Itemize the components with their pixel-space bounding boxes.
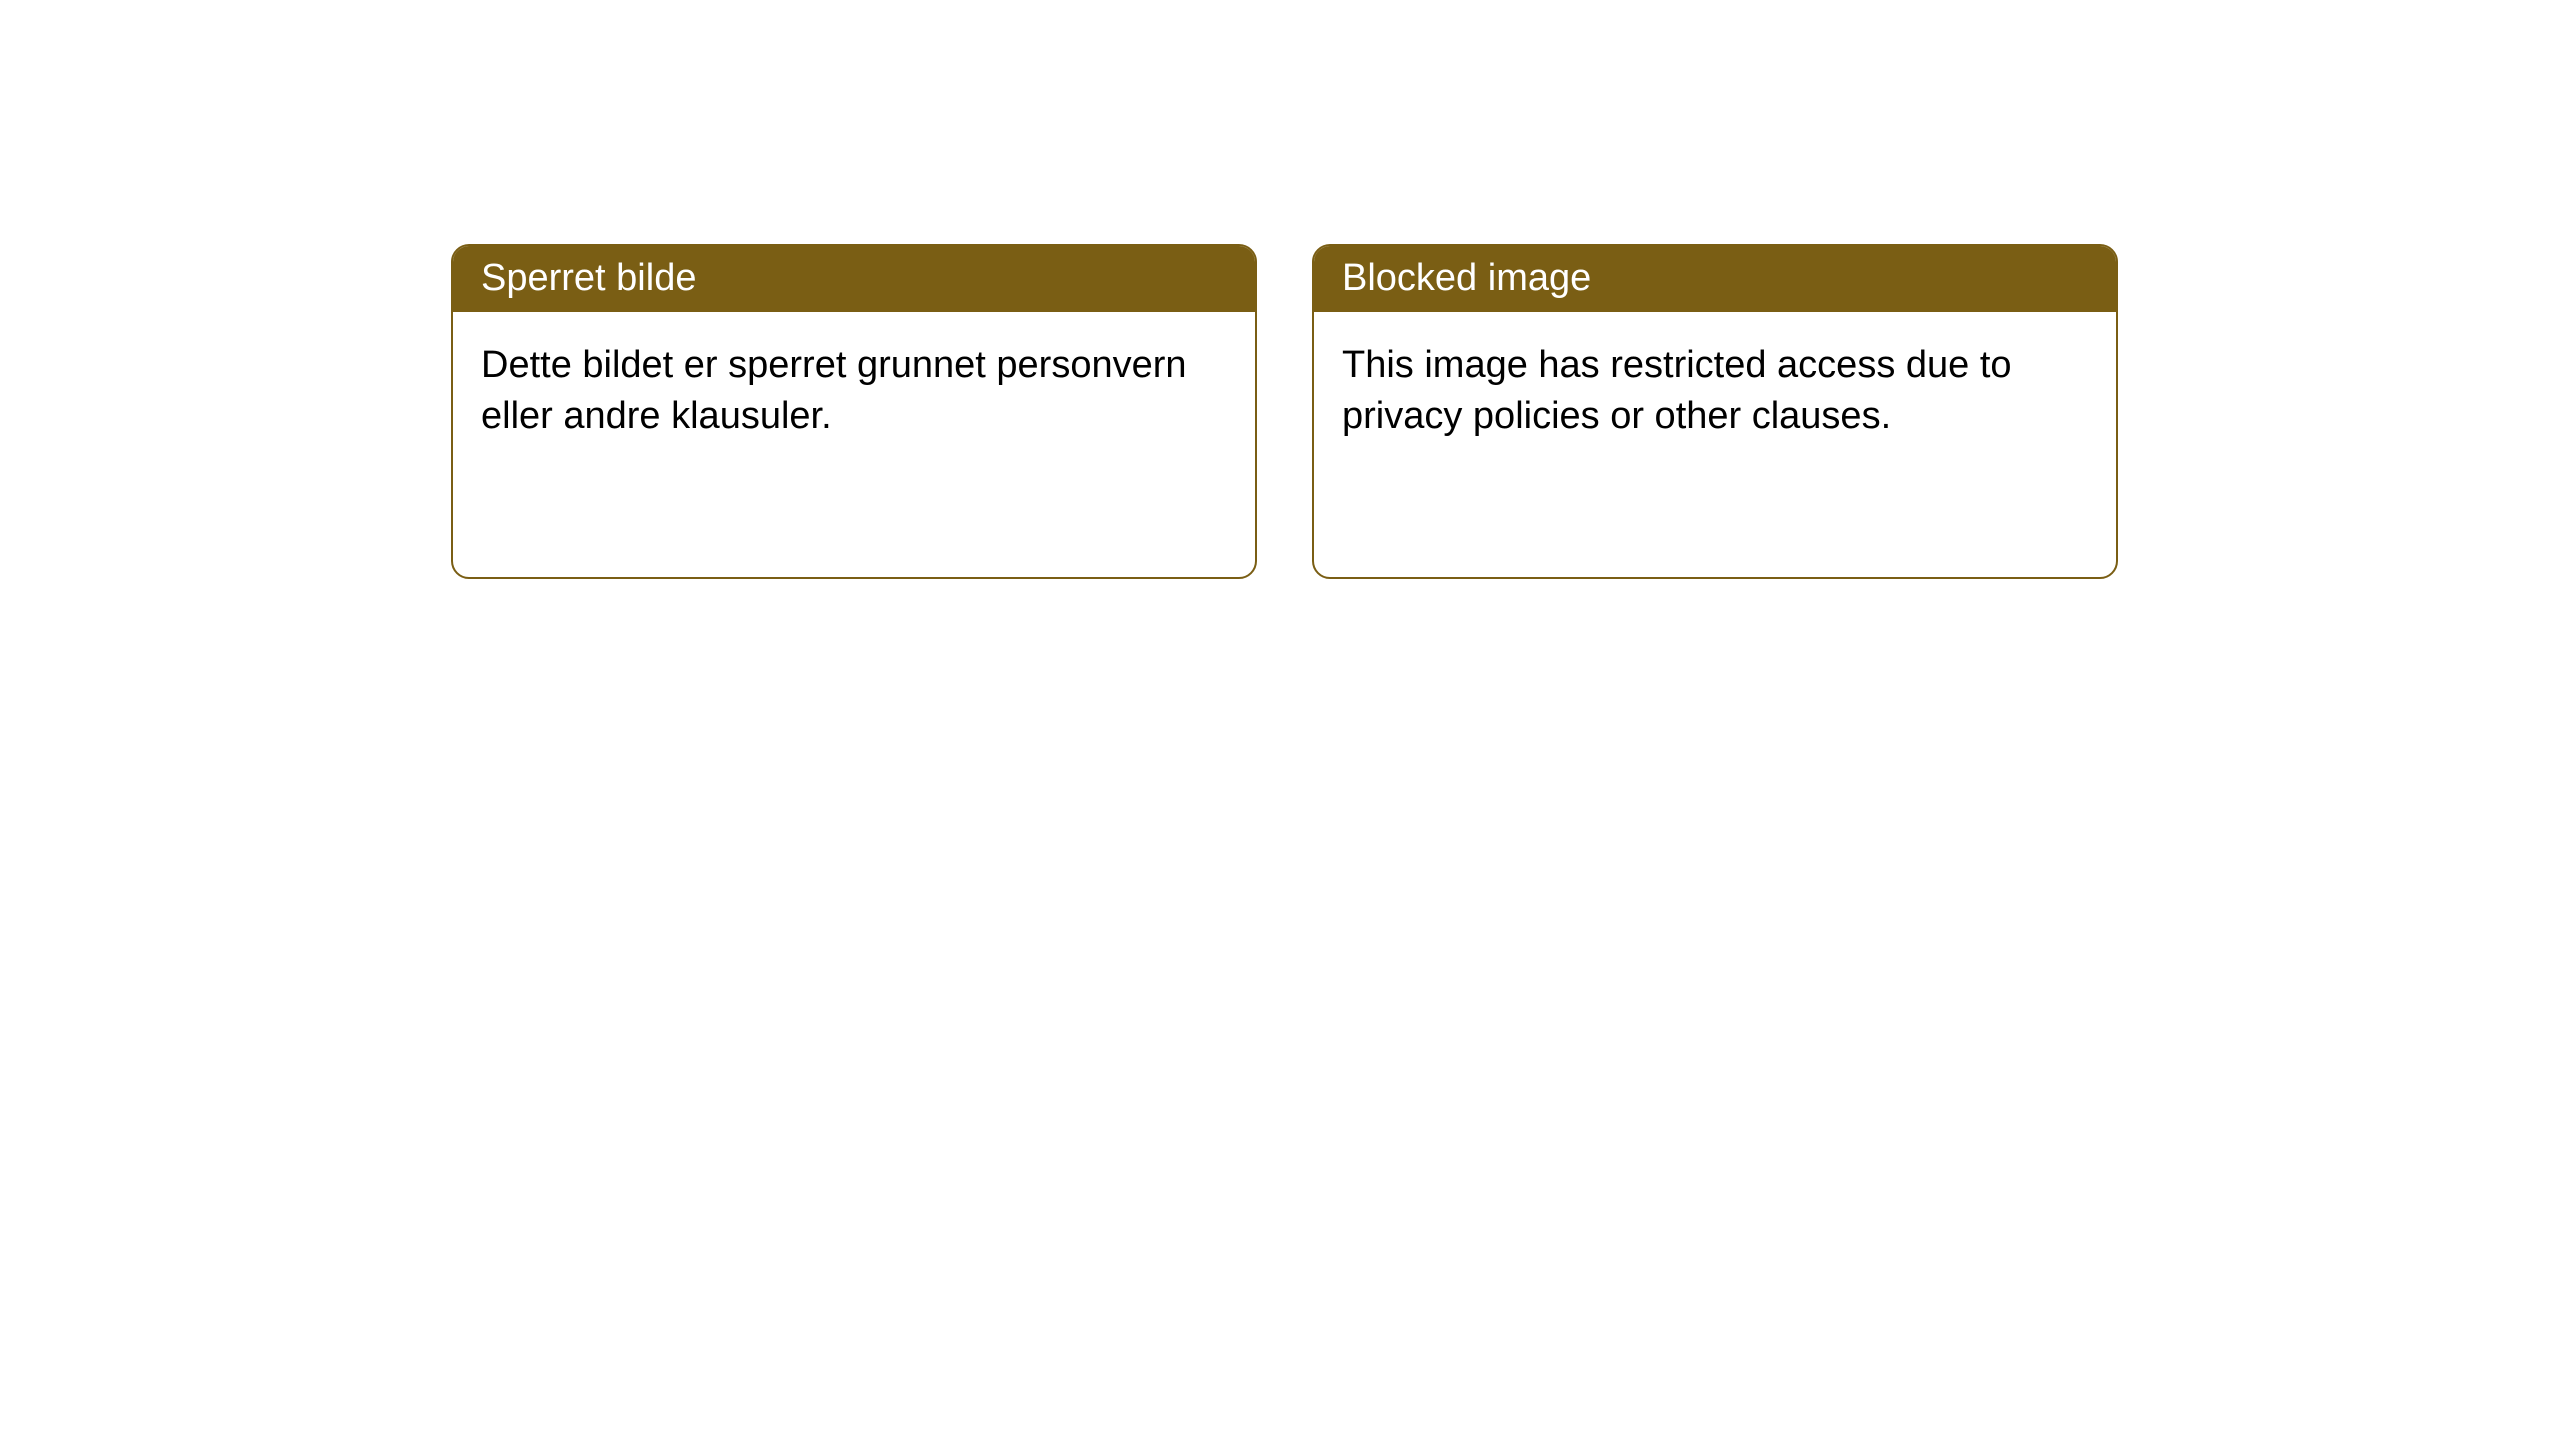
blocked-image-card-no: Sperret bilde Dette bildet er sperret gr… <box>451 244 1257 579</box>
card-body-en: This image has restricted access due to … <box>1314 312 2116 471</box>
blocked-image-card-en: Blocked image This image has restricted … <box>1312 244 2118 579</box>
card-header-no: Sperret bilde <box>453 246 1255 312</box>
card-header-en: Blocked image <box>1314 246 2116 312</box>
notice-cards-container: Sperret bilde Dette bildet er sperret gr… <box>451 244 2118 579</box>
card-body-no: Dette bildet er sperret grunnet personve… <box>453 312 1255 471</box>
